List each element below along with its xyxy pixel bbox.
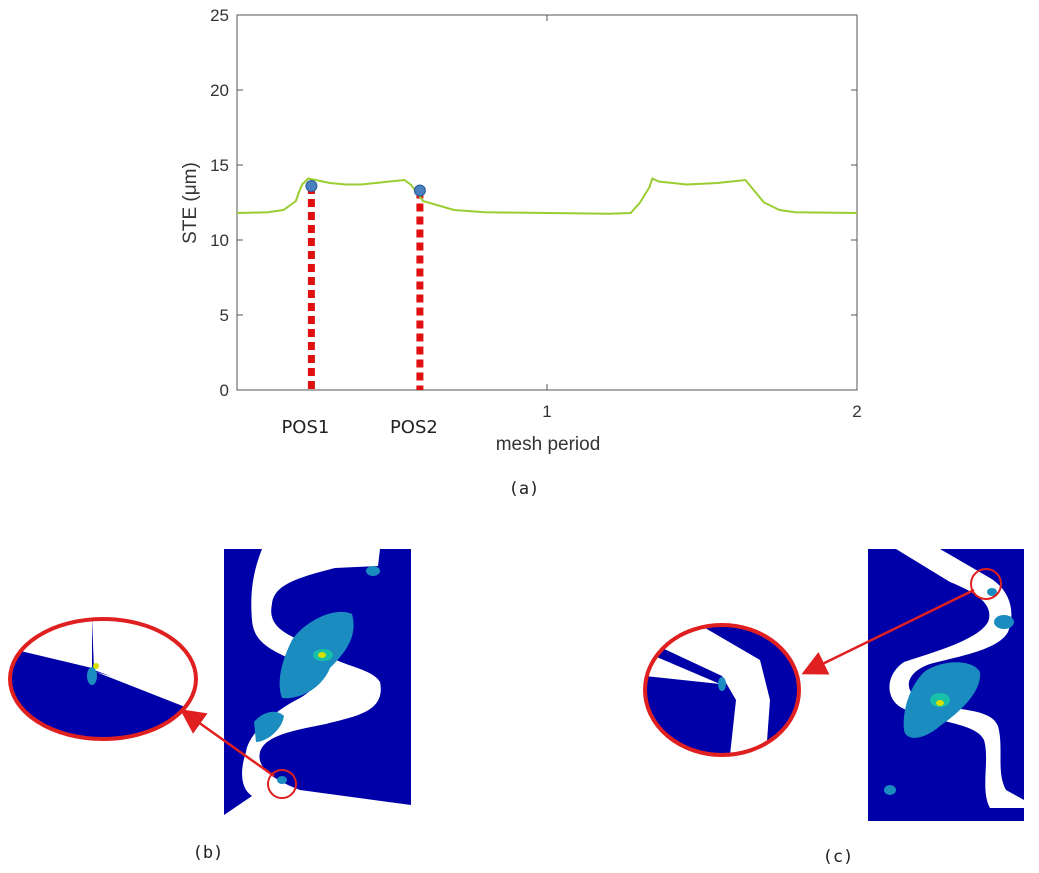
position-labels: POS1 POS2 (281, 417, 437, 438)
y-tick-label: 0 (220, 381, 229, 400)
y-tick-label: 15 (210, 156, 229, 175)
zoom-inset-b (10, 619, 196, 739)
x-tick-label: 1 (542, 402, 551, 421)
tooth-gap-c (889, 549, 1024, 808)
plot-area (236, 14, 858, 391)
y-tick-label: 5 (220, 306, 229, 325)
position-dashed-lines (307, 186, 424, 390)
caption-a: (a) (509, 479, 540, 499)
caption-c: (c) (823, 847, 854, 867)
x-axis-label: mesh period (496, 434, 601, 455)
stress-zones-c (884, 588, 1014, 795)
zoom-inset-ring-c (643, 623, 801, 757)
zoom-arrow-b (179, 709, 275, 778)
gear-contact-pos1 (8, 549, 411, 815)
y-tick-label: 25 (210, 6, 229, 25)
label-pos2: POS2 (390, 417, 438, 438)
ste-series-line (236, 177, 858, 215)
position-markers (305, 180, 426, 197)
x-tick-label: 2 (852, 402, 861, 421)
gear-contact-pos2 (643, 549, 1024, 821)
marker-pos2 (413, 184, 426, 197)
caption-b: (b) (193, 843, 224, 863)
marker-pos1 (305, 180, 318, 192)
zoom-inset-c (645, 625, 799, 755)
y-tick-label: 10 (210, 231, 229, 250)
stress-zones-b (254, 566, 380, 784)
axis-ticks (237, 14, 858, 391)
y-tick-labels: 0 5 10 15 20 25 (210, 6, 229, 400)
zoom-arrow-c (801, 588, 975, 675)
highlight-circle-c (970, 568, 1002, 600)
y-tick-label: 20 (210, 81, 229, 100)
label-pos1: POS1 (281, 417, 329, 438)
highlight-circle-b (267, 769, 297, 799)
zoom-inset-ring-b (8, 617, 198, 741)
y-axis-label: STE (μm) (180, 162, 201, 244)
